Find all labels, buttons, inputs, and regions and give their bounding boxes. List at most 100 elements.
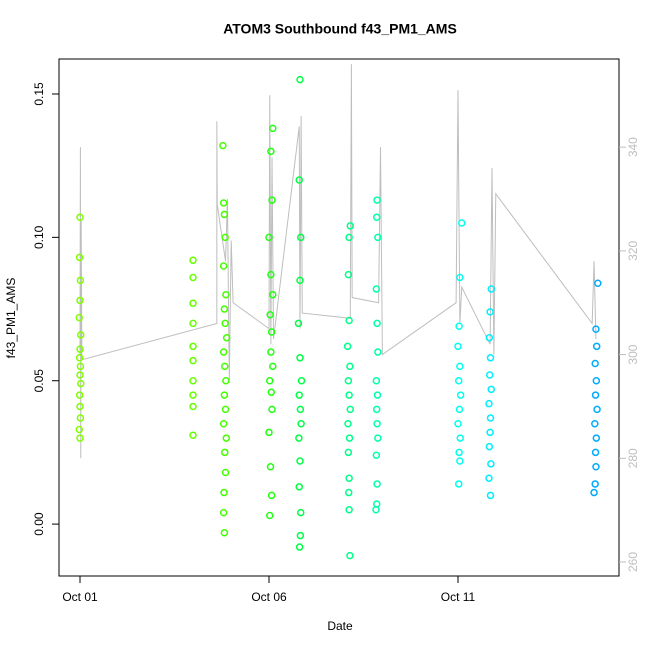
point (592, 325, 600, 333)
point (76, 296, 84, 305)
point (296, 508, 305, 517)
point (455, 322, 463, 330)
point (486, 428, 494, 437)
point (373, 480, 381, 488)
point (591, 448, 600, 457)
point (221, 362, 229, 371)
point (486, 491, 495, 500)
point (189, 273, 197, 282)
point (486, 308, 494, 316)
y-tick-label: 0.00 (32, 512, 46, 536)
y-tick-label: 0.10 (32, 225, 46, 249)
point (75, 313, 84, 322)
point (189, 391, 197, 399)
point (221, 319, 229, 328)
point (487, 385, 495, 394)
point (222, 333, 231, 342)
point (345, 474, 353, 482)
point (485, 474, 493, 482)
point (267, 491, 276, 500)
x-axis-label: Date (327, 619, 353, 633)
point (220, 210, 229, 219)
point (485, 333, 494, 342)
point (593, 405, 601, 414)
point (486, 414, 495, 422)
point (344, 270, 353, 279)
point (372, 285, 381, 293)
point (269, 124, 277, 133)
point (267, 388, 276, 396)
point (221, 468, 230, 477)
point (77, 331, 85, 339)
point (295, 483, 303, 491)
point (220, 305, 229, 313)
point (269, 362, 277, 371)
point (76, 345, 84, 353)
point (295, 391, 303, 399)
y2-tick-label: 280 (626, 448, 640, 468)
point (591, 480, 599, 488)
plot-frame (58, 58, 620, 577)
point (296, 276, 304, 285)
point (345, 506, 353, 514)
point (344, 419, 352, 428)
point (76, 414, 85, 422)
point (456, 457, 464, 465)
point (267, 348, 275, 356)
point (592, 434, 601, 442)
point (76, 362, 85, 371)
point (297, 376, 306, 385)
point (346, 405, 355, 414)
point (345, 434, 354, 442)
point (294, 319, 303, 328)
point (219, 199, 228, 207)
y2-tick-label: 260 (626, 552, 640, 572)
point (77, 379, 85, 388)
point (485, 442, 494, 451)
point (266, 311, 274, 319)
point (266, 463, 275, 471)
point (75, 425, 84, 434)
point (296, 531, 305, 540)
point (295, 176, 303, 184)
point (219, 141, 227, 150)
x-tick-label: Oct 06 (251, 590, 287, 604)
point (220, 488, 228, 497)
point (345, 233, 353, 242)
point (454, 342, 462, 351)
point (296, 233, 305, 242)
gray-line (79, 64, 597, 459)
point (373, 196, 381, 204)
point (189, 319, 197, 328)
point (591, 419, 599, 428)
point (189, 402, 197, 411)
point (75, 391, 84, 399)
chart-title: ATOM3 Southbound f43_PM1_AMS (223, 21, 457, 37)
point (221, 448, 229, 457)
point (189, 256, 197, 265)
y2-tick-label: 340 (626, 137, 640, 157)
point (266, 376, 274, 385)
point (594, 279, 602, 287)
point (485, 371, 494, 379)
point (344, 376, 353, 385)
point (219, 262, 228, 270)
point (345, 488, 353, 497)
point (189, 342, 197, 351)
point (296, 405, 305, 414)
point (591, 359, 599, 368)
point (592, 342, 601, 351)
x-tick-label: Oct 11 (441, 590, 476, 604)
point (75, 354, 84, 362)
point (374, 434, 382, 442)
point (189, 299, 197, 308)
point (297, 419, 305, 428)
point (456, 391, 465, 399)
point (189, 376, 197, 385)
point (219, 348, 228, 356)
point (374, 348, 382, 356)
point (454, 480, 463, 488)
point (372, 506, 380, 514)
point (345, 391, 353, 399)
point (458, 219, 466, 227)
